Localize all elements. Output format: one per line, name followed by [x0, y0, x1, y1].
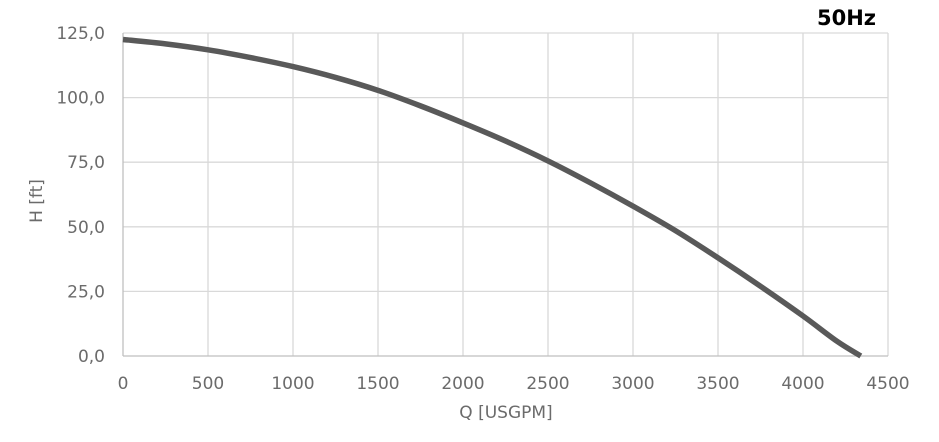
x-tick-label: 500: [192, 374, 224, 394]
x-tick-label: 2500: [526, 374, 569, 394]
ticks-layer: 0 500 1000 1500 2000 2500 3000 3500 4000 4500 0,0 2…: [56, 24, 909, 394]
y-tick-label: 25,0: [67, 282, 105, 302]
frequency-label: 50Hz: [817, 6, 876, 30]
x-tick-label: 4500: [866, 374, 909, 394]
x-tick-label: 0: [118, 374, 129, 394]
y-tick-label: 50,0: [67, 218, 105, 238]
head-flow-curve: [122, 36, 863, 359]
y-tick-label: 100,0: [56, 89, 105, 109]
x-tick-label: 4000: [781, 374, 824, 394]
x-axis-title: Q [USGPM]: [459, 403, 552, 423]
y-tick-label: 0,0: [78, 347, 105, 367]
grid-layer: [123, 32, 889, 356]
x-tick-label: 1500: [356, 374, 399, 394]
x-tick-label: 3500: [696, 374, 739, 394]
x-tick-label: 3000: [611, 374, 654, 394]
x-tick-label: 2000: [441, 374, 484, 394]
y-axis-title: H [ft]: [27, 179, 47, 223]
axes-layer: [122, 33, 888, 357]
x-tick-label: 1000: [271, 374, 314, 394]
y-tick-label: 125,0: [56, 24, 105, 44]
y-tick-label: 75,0: [67, 153, 105, 173]
series-layer: [122, 36, 863, 359]
